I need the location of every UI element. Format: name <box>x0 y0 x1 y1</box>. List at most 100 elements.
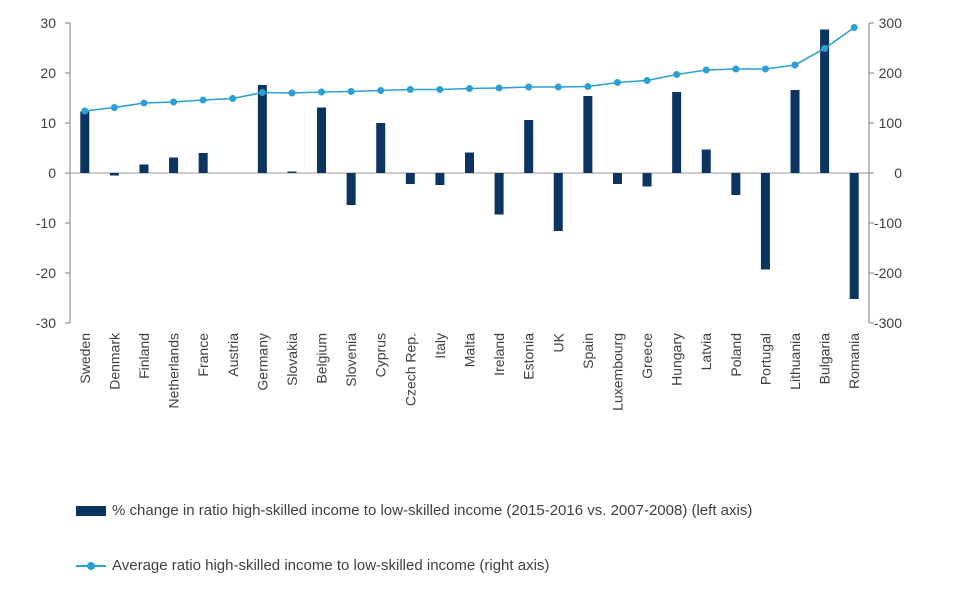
right-axis-tick-label: 0 <box>894 165 902 181</box>
left-axis-tick-label: -20 <box>36 265 56 281</box>
line-point <box>850 24 858 31</box>
line-point <box>821 45 829 52</box>
bar <box>346 173 356 205</box>
right-axis-tick-label: 300 <box>879 15 903 31</box>
bar <box>553 173 563 231</box>
legend-bar-label: % change in ratio high-skilled income to… <box>112 502 753 519</box>
bar <box>849 173 859 299</box>
legend-line-label: Average ratio high-skilled income to low… <box>112 557 550 574</box>
line-point <box>110 104 118 111</box>
line-point <box>466 85 473 92</box>
bar <box>317 107 327 173</box>
line-point <box>258 89 266 96</box>
bar <box>612 173 622 184</box>
category-label: Romania <box>846 333 862 389</box>
right-y-axis: 300 200 100 0 -100 -200 -300 <box>868 15 903 331</box>
category-label: France <box>195 333 211 377</box>
line-point <box>584 83 592 90</box>
line-point <box>436 86 444 93</box>
category-label: Netherlands <box>166 333 182 409</box>
bar <box>109 173 119 176</box>
left-y-axis: 30 20 10 0 -10 -20 -30 <box>36 15 71 331</box>
line-point <box>140 99 148 107</box>
category-label: Austria <box>225 333 241 377</box>
line-point <box>643 77 651 84</box>
category-label: Germany <box>254 333 270 391</box>
line-series-points <box>81 24 858 115</box>
right-axis-tick-label: -100 <box>874 215 902 231</box>
line-point <box>554 83 562 91</box>
bar <box>583 96 593 173</box>
line-point <box>81 107 89 115</box>
category-label: Spain <box>580 333 596 369</box>
left-axis-tick-label: 0 <box>48 165 56 181</box>
category-label: Poland <box>728 333 744 377</box>
bar <box>494 173 504 215</box>
category-label: Greece <box>639 333 655 379</box>
bar <box>139 164 149 173</box>
category-label: Luxembourg <box>610 333 626 411</box>
bar <box>169 157 179 173</box>
category-label: Slovenia <box>343 333 359 387</box>
line-point <box>170 98 178 106</box>
right-axis-tick-label: 200 <box>879 65 903 81</box>
left-axis-tick-label: -10 <box>36 215 56 231</box>
bar <box>405 173 415 184</box>
category-label: Sweden <box>77 333 93 384</box>
bar <box>524 120 534 173</box>
category-label: Cyprus <box>373 333 389 377</box>
right-axis-tick-label: -200 <box>874 265 902 281</box>
bar <box>435 173 445 185</box>
line-point <box>525 83 533 91</box>
category-label: Estonia <box>521 333 537 380</box>
line-point <box>377 87 385 94</box>
category-label: Italy <box>432 333 448 359</box>
legend-line-swatch <box>76 561 106 571</box>
line-point <box>495 84 503 92</box>
bar <box>198 153 208 173</box>
line-point <box>791 61 799 69</box>
line-point <box>761 65 769 73</box>
category-label: Belgium <box>314 333 330 384</box>
bar <box>376 123 386 173</box>
bar <box>731 173 741 195</box>
line-point <box>673 71 681 78</box>
legend-bar-swatch <box>76 505 106 516</box>
bar <box>80 111 90 173</box>
category-label: Finland <box>136 333 152 379</box>
left-axis-tick-label: 20 <box>40 65 56 81</box>
line-point <box>318 88 326 96</box>
category-label: Portugal <box>757 333 773 385</box>
line-point <box>732 65 740 73</box>
bar-series <box>80 29 859 299</box>
category-label: Lithuania <box>787 333 803 390</box>
line-point <box>702 66 710 74</box>
line-point <box>199 96 207 104</box>
bar <box>701 149 711 173</box>
category-label: Malta <box>462 333 478 367</box>
bar <box>672 92 682 173</box>
left-axis-tick-label: -30 <box>36 315 56 331</box>
line-point <box>229 95 237 102</box>
bar <box>820 29 830 173</box>
left-axis-tick-label: 30 <box>40 15 56 31</box>
category-label: Ireland <box>491 333 507 376</box>
right-axis-tick-label: -300 <box>874 315 902 331</box>
line-point <box>347 88 355 95</box>
category-labels: Sweden Denmark Finland Netherlands France Aus… <box>77 332 862 411</box>
category-label: Slovakia <box>284 333 300 386</box>
category-label: Denmark <box>106 332 122 390</box>
bar <box>760 173 770 270</box>
line-point <box>613 79 621 86</box>
legend-item-line: Average ratio high-skilled income to low… <box>76 557 549 574</box>
bar <box>642 173 652 187</box>
legend-item-bars: % change in ratio high-skilled income to… <box>76 502 752 519</box>
category-label: UK <box>550 332 566 352</box>
right-axis-tick-label: 100 <box>879 115 903 131</box>
category-label: Bulgaria <box>817 333 833 385</box>
bar <box>465 152 474 173</box>
category-label: Czech Rep. <box>402 333 418 406</box>
bar <box>257 85 267 173</box>
category-label: Hungary <box>669 333 685 386</box>
